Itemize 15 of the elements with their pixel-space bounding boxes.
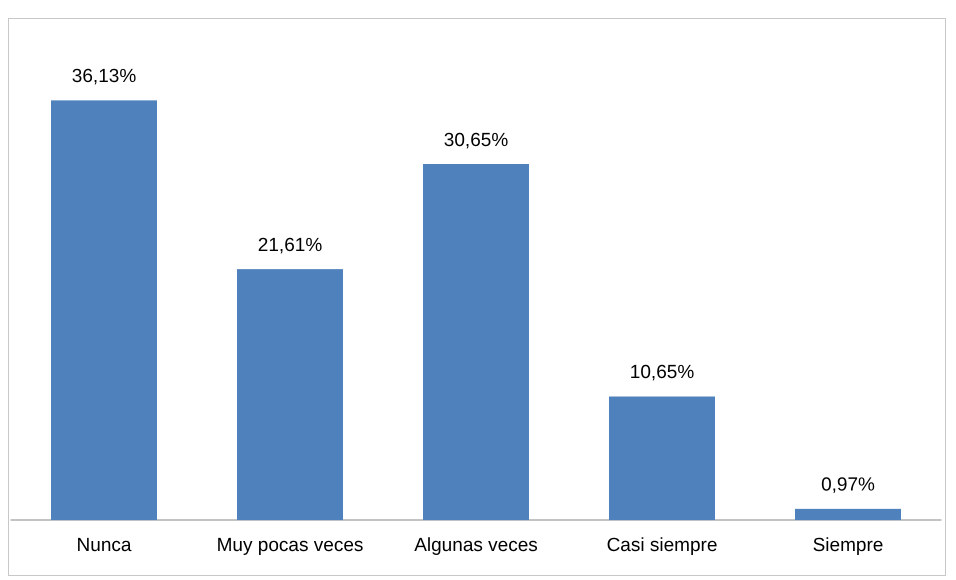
bar [422, 164, 530, 520]
data-label: 21,61% [258, 234, 322, 256]
bar [608, 396, 716, 520]
data-label: 36,13% [72, 66, 136, 88]
x-tick-label: Siempre [812, 534, 884, 556]
x-tick-label: Muy pocas veces [216, 534, 364, 556]
data-label: 10,65% [630, 362, 694, 384]
x-tick-label: Nunca [76, 534, 132, 556]
bar [794, 508, 902, 520]
data-label: 0,97% [821, 474, 876, 496]
bar [50, 100, 158, 520]
x-tick-label: Casi siempre [606, 534, 718, 556]
x-tick-label: Algunas veces [414, 534, 538, 556]
data-label: 30,65% [444, 130, 508, 151]
bar [236, 269, 344, 520]
